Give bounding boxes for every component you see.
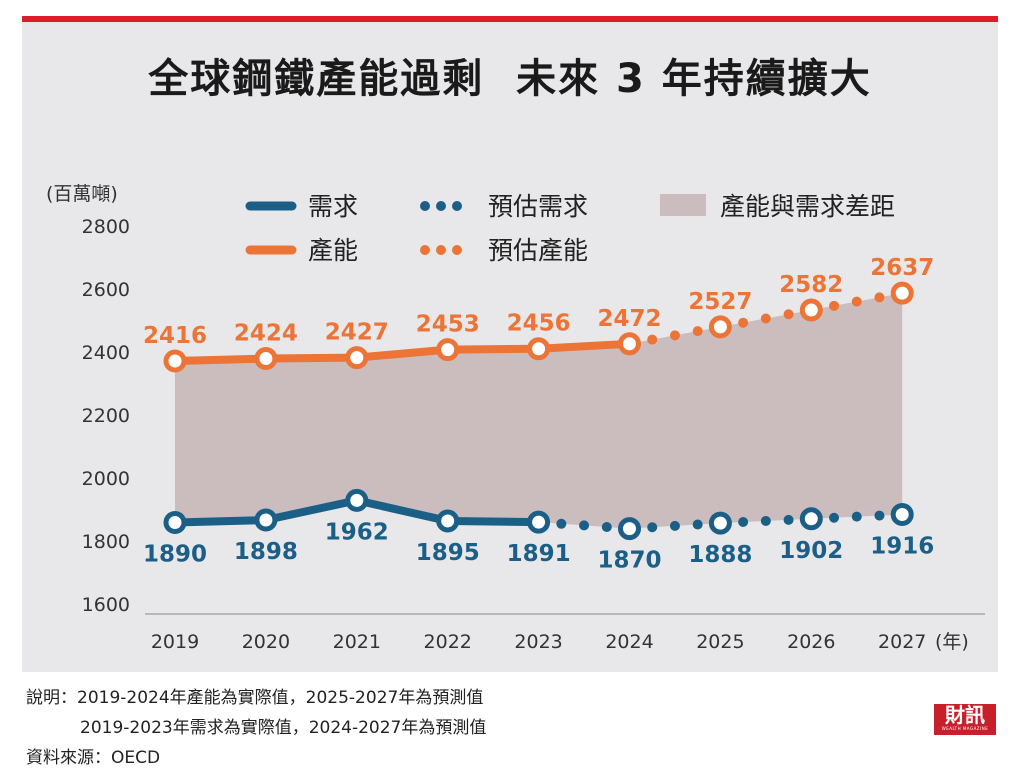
x-tick-label: 2019 [151,631,199,653]
dotted-segment-dot [760,515,771,526]
y-tick-label: 2000 [82,468,130,490]
legend-swatch-dot [420,201,430,211]
capacity-point [436,338,460,362]
note-line-1: 說明：2019-2024年產能為實際值，2025-2027年為預測值 [26,688,484,708]
x-tick-label: 2022 [424,631,472,653]
capacity-point [254,347,278,371]
demand-point [345,488,369,512]
capacity-point [163,349,187,373]
legend-label: 預估需求 [488,192,588,221]
dotted-segment-dot [669,520,680,531]
capacity-data-label: 2637 [870,255,934,281]
demand-point [163,510,187,534]
capacity-point [345,346,369,370]
wealth-magazine-logo: 財訊 WEALTH MAGAZINE [934,704,996,735]
dotted-segment-dot [851,296,862,307]
y-tick-label: 2400 [82,342,130,364]
demand-data-label: 1888 [688,542,752,568]
dotted-segment-dot [669,330,680,341]
capacity-data-label: 2427 [325,320,389,346]
demand-data-label: 1891 [507,541,571,567]
capacity-point [708,315,732,339]
capacity-data-label: 2456 [507,311,571,337]
dotted-segment-dot [851,511,862,522]
demand-point [436,509,460,533]
dotted-segment-dot [601,522,612,533]
y-unit-label: (百萬噸) [46,183,118,205]
legend-label: 產能與需求差距 [720,192,895,221]
capacity-data-label: 2453 [416,312,480,338]
note-line-2: 2019-2023年需求為實際值，2024-2027年為預測值 [26,718,487,738]
x-tick-label: 2021 [333,631,381,653]
capacity-point [799,298,823,322]
legend-swatch-dot [436,201,446,211]
dotted-segment-dot [692,326,703,337]
dotted-segment-dot [738,517,749,528]
capacity-data-label: 2582 [779,272,843,298]
legend-swatch-dot [452,245,462,255]
dotted-segment-dot [692,519,703,530]
demand-point [708,511,732,535]
dotted-segment-dot [760,313,771,324]
dotted-segment-dot [647,334,658,345]
dotted-segment-dot [579,520,590,531]
gap-area [175,293,903,529]
demand-point [527,510,551,534]
dotted-segment-dot [647,522,658,533]
legend-swatch-area [660,194,706,216]
dotted-segment-dot [874,510,885,521]
capacity-point [890,281,914,305]
demand-point [799,507,823,531]
demand-data-label: 1902 [779,538,843,564]
capacity-point [618,332,641,356]
demand-point [890,503,914,526]
dotted-segment-dot [874,292,885,303]
chart-title: 全球鋼鐵產能過剩 未來 3 年持續擴大 [148,56,872,102]
legend-label: 需求 [308,192,358,221]
capacity-point [527,337,551,361]
dotted-segment-dot [556,518,567,529]
demand-data-label: 1898 [234,539,298,565]
dotted-segment-dot [783,309,794,320]
source-note: 資料來源：OECD [26,748,161,768]
capacity-data-label: 2416 [143,323,207,349]
x-tick-label: 2025 [696,631,744,653]
demand-data-label: 1895 [416,540,480,566]
y-tick-label: 2600 [82,279,130,301]
dotted-segment-dot [738,317,749,328]
y-tick-label: 2800 [82,216,130,238]
y-tick-label: 2200 [82,405,130,427]
legend-label: 產能 [308,236,358,265]
x-tick-label: 2026 [787,631,835,653]
legend-label: 預估產能 [488,236,588,265]
demand-point [618,517,641,541]
y-tick-label: 1800 [82,531,130,553]
demand-data-label: 1870 [597,548,661,574]
x-unit-label: (年) [935,631,969,653]
x-tick-label: 2027 [878,631,926,653]
dotted-segment-dot [829,512,840,523]
dotted-segment-dot [829,300,840,311]
legend-swatch-dot [452,201,462,211]
legend-swatch-dot [420,245,430,255]
capacity-data-label: 2527 [688,289,752,315]
demand-point [254,508,278,532]
y-tick-label: 1600 [82,594,130,616]
x-tick-label: 2024 [605,631,653,653]
capacity-data-label: 2472 [597,306,661,332]
x-tick-label: 2023 [514,631,562,653]
capacity-data-label: 2424 [234,321,298,347]
dotted-segment-dot [783,514,794,525]
x-tick-label: 2020 [242,631,290,653]
top-accent-bar [22,16,998,22]
demand-data-label: 1962 [325,519,389,545]
legend-swatch-dot [436,245,446,255]
demand-data-label: 1916 [870,534,934,560]
demand-data-label: 1890 [143,541,207,567]
series-line-產能 [174,339,630,365]
